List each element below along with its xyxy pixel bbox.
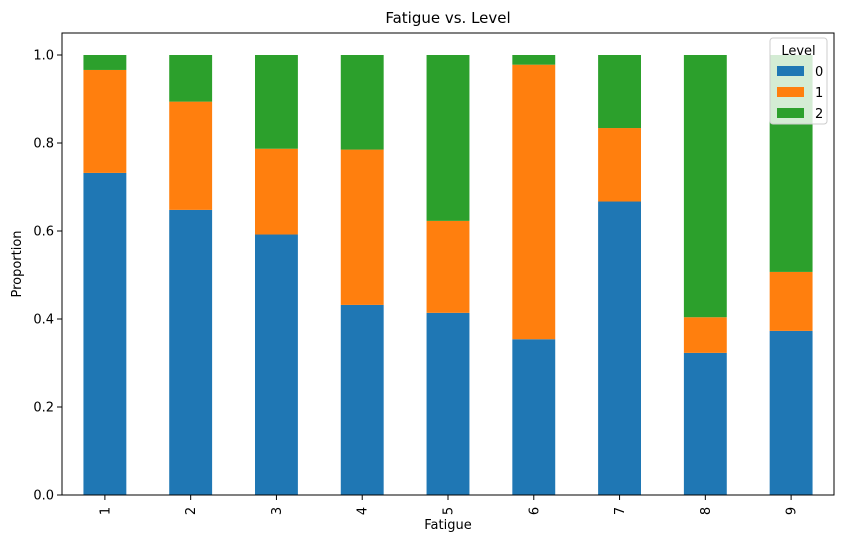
bar-fatigue-5-level-1 — [426, 220, 470, 313]
y-tick-label: 0.4 — [33, 313, 54, 328]
bar-fatigue-7-level-1 — [598, 128, 641, 202]
bar-fatigue-6-level-1 — [512, 64, 556, 340]
x-tick-label: 4 — [356, 507, 371, 515]
y-axis: 0.0 0.2 0.4 0.6 0.8 1.0 — [33, 49, 62, 504]
bar-fatigue-3-level-2 — [255, 55, 298, 149]
bar-fatigue-2-level-1 — [169, 101, 213, 210]
x-tick-label: 7 — [613, 507, 628, 515]
y-tick-label: 0.8 — [33, 137, 54, 152]
bar-fatigue-8-level-2 — [683, 55, 727, 318]
bar-fatigue-3-level-1 — [255, 148, 298, 235]
bar-fatigue-8-level-0 — [683, 352, 727, 495]
bar-fatigue-3-level-0 — [255, 234, 298, 495]
legend-swatch-level-0 — [777, 66, 804, 76]
x-tick-label: 1 — [98, 507, 113, 515]
bar-fatigue-9-level-1 — [769, 271, 813, 331]
bar-fatigue-4-level-1 — [340, 149, 384, 305]
y-tick-label: 0.2 — [33, 401, 54, 416]
bar-fatigue-6-level-2 — [512, 55, 556, 65]
bars-layer — [83, 55, 813, 496]
bar-fatigue-9-level-0 — [769, 330, 813, 495]
bar-fatigue-6-level-0 — [512, 339, 556, 495]
x-tick-label: 9 — [785, 507, 800, 515]
legend-label-level-2: 2 — [815, 107, 823, 122]
bar-fatigue-2-level-0 — [169, 209, 213, 495]
legend-box — [769, 37, 828, 125]
bar-fatigue-5-level-0 — [426, 312, 470, 495]
chart-title: Fatigue vs. Level — [385, 9, 510, 27]
bar-fatigue-5-level-2 — [426, 55, 470, 221]
x-axis-title: Fatigue — [424, 518, 471, 533]
y-axis-title: Proportion — [10, 230, 25, 297]
y-tick-label: 0.6 — [33, 225, 54, 240]
bar-fatigue-7-level-2 — [598, 55, 641, 129]
legend-label-level-1: 1 — [815, 86, 823, 101]
bar-fatigue-8-level-1 — [683, 317, 727, 353]
bar-fatigue-1-level-2 — [83, 55, 127, 70]
bar-fatigue-7-level-0 — [598, 201, 641, 495]
bar-fatigue-4-level-2 — [340, 55, 384, 150]
bar-fatigue-1-level-0 — [83, 172, 127, 496]
legend-title: Level — [781, 44, 815, 59]
x-tick-label: 5 — [442, 507, 457, 515]
bar-fatigue-1-level-1 — [83, 69, 127, 173]
x-tick-label: 6 — [527, 507, 542, 515]
legend-swatch-level-1 — [777, 87, 804, 97]
bar-fatigue-4-level-0 — [340, 304, 384, 495]
bar-fatigue-2-level-2 — [169, 55, 213, 102]
x-tick-label: 8 — [699, 507, 714, 515]
legend-label-level-0: 0 — [815, 65, 823, 80]
legend-swatch-level-2 — [777, 108, 804, 118]
x-axis: 1 2 3 4 5 6 7 8 9 — [98, 495, 800, 515]
y-tick-label: 0.0 — [33, 489, 54, 504]
y-tick-label: 1.0 — [33, 49, 54, 64]
x-tick-label: 3 — [270, 507, 285, 515]
x-tick-label: 2 — [184, 507, 199, 515]
